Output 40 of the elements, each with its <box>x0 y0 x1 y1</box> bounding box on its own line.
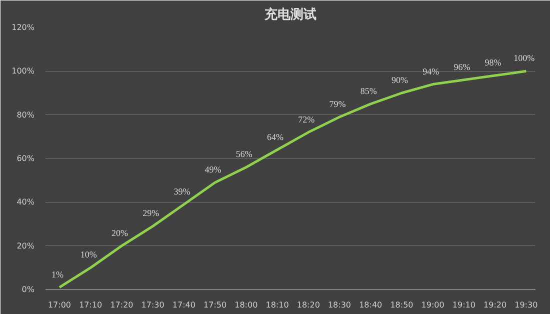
chart-title: 充电测试 <box>264 6 316 22</box>
data-label: 90% <box>391 75 408 85</box>
x-tick-label: 17:30 <box>141 300 164 310</box>
x-tick-label: 19:00 <box>421 300 444 310</box>
x-tick-label: 17:40 <box>172 300 196 310</box>
x-tick-label: 17:10 <box>79 300 102 310</box>
y-tick-label: 40% <box>16 198 35 207</box>
x-tick-label: 18:30 <box>328 300 352 310</box>
x-tick-label: 18:40 <box>359 300 382 310</box>
x-tick-label: 18:00 <box>234 300 258 310</box>
x-tick-label: 18:50 <box>390 300 414 310</box>
y-tick-label: 80% <box>16 110 35 120</box>
data-label: 72% <box>298 114 316 124</box>
data-label: 1% <box>52 269 64 280</box>
data-label: 94% <box>422 66 440 76</box>
y-tick-label: 100% <box>12 66 35 76</box>
x-tick-label: 17:50 <box>204 300 227 310</box>
data-label: 56% <box>236 149 253 160</box>
y-tick-label: 0% <box>22 285 35 294</box>
y-tick-label: 20% <box>16 241 35 250</box>
data-label: 79% <box>329 99 346 110</box>
y-tick-label: 60% <box>16 154 35 163</box>
x-tick-label: 19:20 <box>484 300 507 310</box>
x-tick-label: 17:00 <box>48 300 72 310</box>
data-label: 20% <box>111 228 128 238</box>
data-label: 49% <box>204 164 222 175</box>
data-label: 64% <box>267 132 284 142</box>
data-label: 29% <box>142 208 160 218</box>
x-tick-label: 19:30 <box>514 300 538 310</box>
data-label: 10% <box>80 250 98 260</box>
data-label: 96% <box>454 62 471 72</box>
x-tick-label: 18:20 <box>296 300 320 310</box>
x-tick-label: 18:10 <box>266 300 289 310</box>
y-tick-label: 120% <box>12 23 35 32</box>
data-label: 85% <box>360 86 378 96</box>
data-label: 100% <box>514 53 536 64</box>
data-label: 39% <box>174 186 191 196</box>
x-tick-label: 17:20 <box>110 300 134 310</box>
x-tick-label: 19:10 <box>452 300 476 310</box>
data-label: 98% <box>484 58 502 68</box>
